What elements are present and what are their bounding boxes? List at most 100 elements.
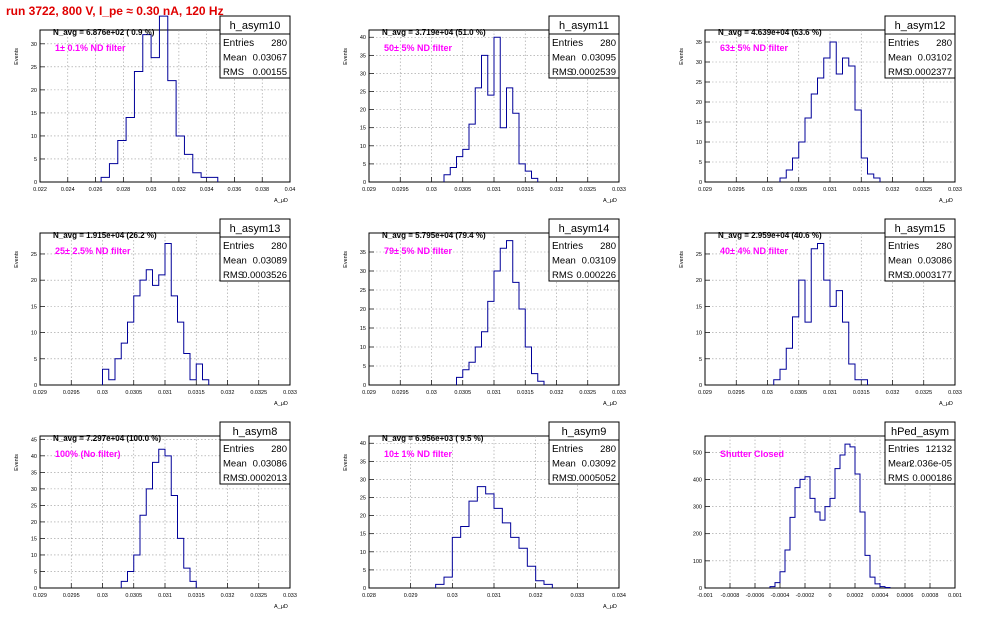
y-tick-label: 10: [31, 134, 37, 140]
histogram-bin: [799, 280, 805, 385]
stat-value: 280: [600, 38, 616, 49]
histogram-bin: [824, 58, 830, 182]
x-tick-label: 0.032: [221, 390, 235, 396]
x-axis-label: A_μD: [939, 198, 953, 204]
histogram-outline: [102, 242, 210, 385]
histogram-bin: [870, 577, 875, 588]
histogram-bin: [800, 479, 805, 588]
y-tick-label: 25: [360, 90, 366, 96]
y-tick-label: 25: [696, 252, 702, 258]
histogram-bin: [874, 178, 880, 182]
histogram-bin: [868, 174, 874, 182]
histogram-bin: [785, 550, 790, 588]
histogram-bin: [165, 456, 171, 588]
histogram-bin: [457, 377, 463, 385]
stats-box: [884, 33, 956, 79]
stat-label: Mean: [223, 256, 247, 267]
stats-box: [219, 33, 291, 79]
x-tick-label: 0.0295: [392, 187, 409, 193]
y-tick-label: 40: [31, 454, 37, 460]
x-tick-label: 0.0295: [63, 390, 80, 396]
x-tick-label: 0.029: [404, 593, 418, 599]
stat-label: Entries: [888, 241, 919, 252]
y-tick-label: 30: [360, 477, 366, 483]
y-tick-label: 30: [360, 269, 366, 275]
y-tick-label: 0: [34, 383, 37, 389]
stat-label: RMS: [888, 473, 909, 484]
histogram-bin: [861, 158, 867, 182]
y-tick-label: 15: [31, 304, 37, 310]
y-tick-label: 20: [31, 278, 37, 284]
stat-label: Entries: [223, 444, 254, 455]
histogram-bin: [109, 164, 117, 182]
histogram-bin: [855, 474, 860, 588]
x-tick-label: 0.0004: [872, 593, 889, 599]
y-tick-label: 10: [360, 144, 366, 150]
histogram-bin: [176, 136, 184, 182]
x-tick-label: 0.033: [948, 187, 962, 193]
histogram-bin: [134, 555, 140, 588]
y-tick-label: 45: [31, 437, 37, 443]
histogram-bin: [159, 275, 165, 385]
y-tick-label: 5: [363, 364, 366, 370]
histogram-bin: [143, 35, 151, 182]
histogram-bin: [178, 538, 184, 588]
y-tick-label: 20: [360, 108, 366, 114]
histogram-bin: [153, 285, 159, 385]
x-axis-label: A_μD: [274, 198, 288, 204]
x-tick-label: 0.032: [886, 187, 900, 193]
x-tick-label: 0.032: [886, 390, 900, 396]
x-tick-label: 0.03: [426, 187, 437, 193]
histogram-bin: [840, 455, 845, 588]
x-axis-label: A_μD: [603, 401, 617, 407]
y-axis-label: Events: [343, 454, 349, 471]
histogram-bin: [165, 243, 171, 385]
x-tick-label: 0.029: [33, 390, 47, 396]
y-tick-label: 0: [699, 586, 702, 592]
stat-value: 0.000186: [912, 473, 952, 484]
x-tick-label: 0.0295: [392, 390, 409, 396]
histogram-bin: [488, 95, 494, 182]
y-tick-label: 25: [360, 288, 366, 294]
histogram-bin: [128, 322, 134, 385]
histogram-bin: [482, 332, 488, 385]
histogram-bin: [436, 584, 444, 588]
histogram-bin: [193, 173, 201, 182]
stat-label: Entries: [552, 241, 583, 252]
histogram-outline: [773, 242, 868, 385]
filter-label: 10± 1% ND filter: [384, 449, 452, 459]
x-tick-label: 0.031: [158, 593, 172, 599]
histogram-bin: [126, 118, 134, 182]
y-tick-label: 20: [31, 520, 37, 526]
histogram-bin: [836, 291, 842, 385]
x-tick-label: 0.03: [762, 390, 773, 396]
histogram-outline: [435, 486, 553, 588]
y-tick-label: 20: [696, 100, 702, 106]
stat-label: Mean: [552, 53, 576, 64]
histogram-title: h_asym13: [230, 223, 281, 235]
histogram-bin: [146, 489, 152, 588]
y-axis-label: Events: [343, 251, 349, 268]
stat-value: 0.03089: [253, 256, 287, 267]
histogram-bin: [519, 548, 527, 588]
stat-value: 280: [271, 241, 287, 252]
y-tick-label: 0: [363, 383, 366, 389]
histogram-bin: [121, 581, 127, 588]
y-tick-label: 200: [693, 532, 702, 538]
y-tick-label: 100: [693, 559, 702, 565]
histogram-bin: [799, 142, 805, 182]
stat-label: Entries: [552, 38, 583, 49]
stats-box: [884, 439, 956, 485]
n-avg-label: N_avg = 6.956e+03 ( 9.5 %): [382, 434, 484, 443]
y-tick-label: 25: [31, 503, 37, 509]
histogram-bin: [836, 74, 842, 182]
histogram-bin: [818, 243, 824, 385]
x-tick-label: 0.031: [823, 390, 837, 396]
histogram-bin: [780, 178, 786, 182]
n-avg-label: N_avg = 4.639e+04 (63.6 %): [718, 28, 822, 37]
n-avg-label: N_avg = 3.719e+04 (51.0 %): [382, 28, 486, 37]
histogram-bin: [500, 128, 506, 182]
x-axis-label: A_μD: [274, 401, 288, 407]
stat-value: 0.0002013: [242, 473, 287, 484]
